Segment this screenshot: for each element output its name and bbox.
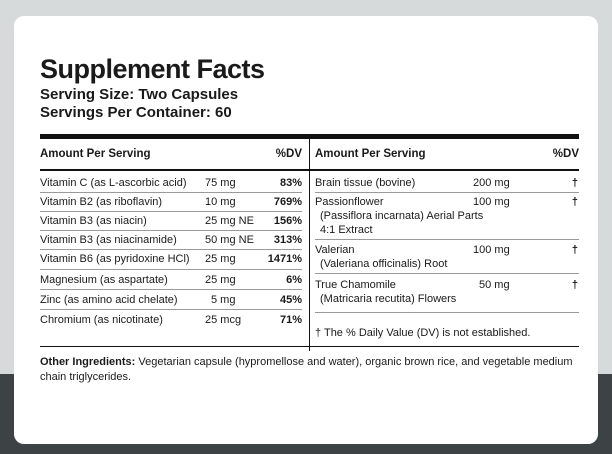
right-row-amount: 50 mg xyxy=(479,279,510,291)
row-divider xyxy=(315,312,579,313)
left-row-amount: 10 mg xyxy=(205,196,236,208)
left-row-dv: 6% xyxy=(286,274,302,286)
left-row-amount: 25 mg xyxy=(205,253,236,265)
row-divider xyxy=(40,289,302,290)
right-row-dagger: † xyxy=(571,177,578,189)
left-row-amount: 25 mg xyxy=(205,274,236,286)
dv-footnote: † The % Daily Value (DV) is not establis… xyxy=(315,327,531,339)
header-divider xyxy=(40,169,579,171)
serving-info: Serving Size: Two Capsules Servings Per … xyxy=(40,86,238,122)
left-row-dv: 156% xyxy=(273,215,302,227)
right-row-name: Passionflower xyxy=(315,196,384,208)
left-row-amount: 50 mg NE xyxy=(205,234,254,246)
left-row-name: Magnesium (as aspartate) xyxy=(40,274,168,286)
thick-divider xyxy=(40,134,579,139)
right-row-name: Valerian xyxy=(315,244,355,256)
row-divider xyxy=(40,249,302,250)
right-row-name: Brain tissue (bovine) xyxy=(315,177,416,189)
left-row-name: Zinc (as amino acid chelate) xyxy=(40,294,178,306)
right-row-subname: (Matricaria recutita) Flowers xyxy=(320,293,457,305)
row-divider xyxy=(315,273,579,274)
right-row-dagger: † xyxy=(571,244,578,256)
left-row-amount: 5 mg xyxy=(211,294,236,306)
right-row-subname: 4:1 Extract xyxy=(320,224,373,236)
left-row-dv: 1471% xyxy=(267,253,302,265)
left-row-dv: 313% xyxy=(273,234,302,246)
row-divider xyxy=(40,269,302,270)
serving-size: Serving Size: Two Capsules xyxy=(40,86,239,103)
row-divider xyxy=(315,239,579,240)
left-row-name: Vitamin B2 (as riboflavin) xyxy=(40,196,163,208)
right-row-subname: (Passiflora incarnata) Aerial Parts xyxy=(320,210,484,222)
left-row-name: Vitamin C (as L-ascorbic acid) xyxy=(40,177,187,189)
left-row-dv: 45% xyxy=(279,294,302,306)
right-row-name: True Chamomile xyxy=(315,279,396,291)
left-row-name: Vitamin B3 (as niacinamide) xyxy=(40,234,177,246)
bottom-divider xyxy=(40,346,579,347)
left-row-dv: 769% xyxy=(273,196,302,208)
row-divider xyxy=(40,230,302,231)
left-row-name: Vitamin B3 (as niacin) xyxy=(40,215,147,227)
other-ingredients-label: Other Ingredients: xyxy=(40,356,136,368)
left-row-dv: 83% xyxy=(279,177,302,189)
left-row-name: Vitamin B6 (as pyridoxine HCl) xyxy=(40,253,190,265)
right-row-subname: (Valeriana officinalis) Root xyxy=(320,258,448,270)
right-row-amount: 100 mg xyxy=(473,196,510,208)
left-header-dv: %DV xyxy=(275,148,302,160)
right-row-dagger: † xyxy=(571,196,578,208)
row-divider xyxy=(40,211,302,212)
right-row-amount: 100 mg xyxy=(473,244,510,256)
left-row-dv: 71% xyxy=(279,314,302,326)
row-divider xyxy=(315,192,579,193)
right-header-dv: %DV xyxy=(552,148,579,160)
right-row-amount: 200 mg xyxy=(473,177,510,189)
left-row-amount: 25 mg NE xyxy=(205,215,254,227)
other-ingredients-text: Vegetarian capsule (hypromellose and wat… xyxy=(40,356,573,383)
right-header-amount: Amount Per Serving xyxy=(315,148,426,160)
right-row-dagger: † xyxy=(571,279,578,291)
left-row-name: Chromium (as nicotinate) xyxy=(40,314,163,326)
row-divider xyxy=(40,309,302,310)
label-title: Supplement Facts xyxy=(40,54,265,84)
left-row-amount: 75 mg xyxy=(205,177,236,189)
left-header-amount: Amount Per Serving xyxy=(40,148,151,160)
other-ingredients: Other Ingredients: Vegetarian capsule (h… xyxy=(40,355,580,385)
servings-per-container: Servings Per Container: 60 xyxy=(40,104,232,121)
column-divider xyxy=(309,139,310,351)
row-divider xyxy=(40,192,302,193)
left-row-amount: 25 mcg xyxy=(205,314,242,326)
